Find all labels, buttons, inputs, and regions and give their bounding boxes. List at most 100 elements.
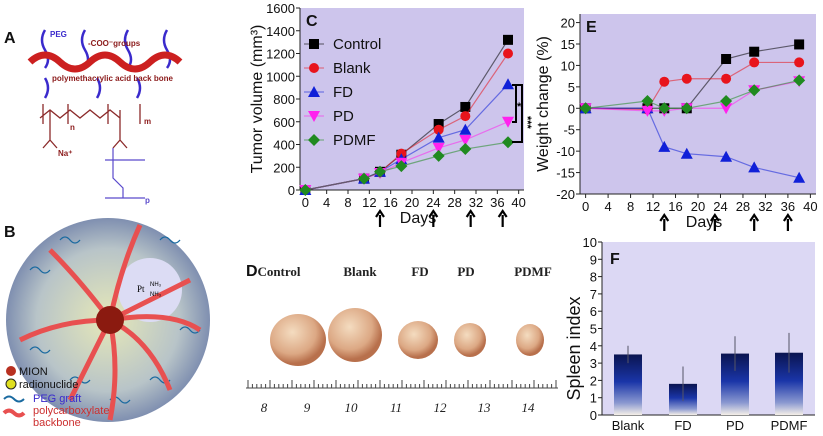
y-tick-label: 15: [561, 37, 575, 52]
data-point-4-1: [641, 95, 654, 107]
legend-label: FD: [333, 84, 353, 101]
data-point-1-4: [721, 73, 732, 84]
x-tick-label: 36: [490, 195, 504, 210]
treatment-arrow-icon: [497, 209, 508, 227]
x-tick-label: 32: [469, 195, 483, 210]
panel-label: F: [610, 251, 620, 268]
x-tick-label: 20: [405, 195, 419, 210]
y-tick-label: 0: [288, 183, 295, 198]
ruler-number: 12: [434, 400, 448, 415]
plot-area: [300, 8, 524, 190]
panel-label-d: D: [246, 263, 258, 280]
data-point-2-5: [748, 161, 761, 173]
coo-label: -COO⁻groups: [88, 39, 141, 48]
spleen-index-chart: 0 1 2 3 4 5 6 7 8 9 10 Spleen index F Blank FD PD PDMF: [564, 235, 815, 433]
legend-mion: MION: [19, 366, 48, 378]
x-tick-label: 40: [511, 195, 525, 210]
y-tick-label: 1: [590, 391, 597, 406]
x-tick-label: 32: [758, 199, 772, 214]
x-tick-label: 4: [604, 199, 611, 214]
y-tick-label: 800: [273, 92, 295, 107]
data-point-0-6: [794, 39, 805, 50]
data-point-4-2: [658, 102, 671, 115]
x-tick-label: PDMF: [771, 418, 808, 433]
data-point-4-5: [459, 143, 472, 156]
polycarboxylate-arms: [18, 223, 202, 421]
panel-a-polymer-structure: A PEG -COO⁻groups polymethacrylic acid b…: [4, 29, 183, 205]
data-point-3-1: [641, 105, 654, 117]
data-point-1-5: [749, 57, 760, 68]
y-tick-label: -20: [556, 187, 575, 202]
data-point-4-3: [680, 102, 693, 115]
data-point-3-6: [502, 116, 514, 128]
data-point-2-2: [658, 140, 671, 152]
y-tick-label: 1000: [266, 69, 295, 84]
x-tick-label: 20: [691, 199, 705, 214]
panel-label-a: A: [4, 30, 16, 47]
data-point-4-0: [299, 184, 312, 196]
chemical-structure: [39, 104, 141, 149]
treatment-arrow-icon: [375, 209, 385, 227]
radionuclide-icon: [5, 378, 17, 390]
data-point-4-3: [395, 160, 408, 173]
data-point-0-5: [460, 101, 471, 112]
data-point-4-4: [720, 95, 733, 107]
y-tick-label: 3: [590, 356, 597, 371]
y-tick-label: 5: [568, 80, 575, 95]
group-label: Blank: [343, 264, 377, 279]
bar-Blank: [614, 354, 642, 415]
n-subscript: n: [70, 123, 75, 132]
y-tick-label: 20: [561, 16, 575, 31]
panel-b-nanoparticle: B Pt NH₃ NH₃ MION radionuclide PEG graft…: [2, 218, 210, 429]
ruler-number: 14: [522, 400, 536, 415]
y-tick-label: -5: [563, 123, 575, 138]
significance-star: *: [517, 101, 522, 113]
data-point-1-6: [503, 48, 513, 59]
legend-marker: [308, 111, 320, 122]
x-tick-label: 16: [383, 195, 397, 210]
weight-change-chart: 0 4 8 12 16 20 24 28 32 36 40-20-15-10-505101520Da…: [535, 14, 818, 231]
ruler-number: 11: [390, 400, 402, 415]
treatment-arrow-icon: [749, 213, 760, 231]
legend-label: Blank: [333, 60, 371, 77]
data-point-0-4: [433, 119, 444, 130]
peg-chains-top: [40, 29, 172, 99]
peg-side-chain: [105, 148, 145, 199]
group-label: PDMF: [514, 264, 552, 279]
x-tick-label: 12: [646, 199, 660, 214]
backbone-label: polymethacrylic acid back bone: [52, 74, 173, 83]
x-tick-label: 28: [447, 195, 461, 210]
data-point-4-0: [579, 102, 592, 115]
tumor-volume-chart: 0 4 8 12 16 20 24 28 32 36 40020040060080010001200…: [249, 1, 533, 227]
data-point-1-5: [460, 111, 471, 122]
pt-label: Pt: [137, 284, 145, 294]
x-tick-label: 8: [344, 195, 351, 210]
mion-icon: [6, 366, 16, 376]
treatment-arrow-icon: [709, 213, 720, 231]
x-tick-label: 0: [582, 199, 589, 214]
legend-label: PD: [333, 108, 354, 125]
legend-backbone: backbone: [33, 417, 81, 429]
x-tick-label: 0: [302, 195, 309, 210]
legend-polycarboxylate: polycarboxylate: [33, 405, 109, 417]
y-tick-label: 6: [590, 304, 597, 319]
legend-label: Control: [333, 36, 381, 53]
y-tick-label: 8: [590, 270, 597, 285]
data-point-0-5: [749, 46, 760, 57]
panel-d-tumor-photo: D Control Blank FD PD PDMF 8 9 10 11 12 13 14: [244, 255, 560, 430]
backbone-icon: [2, 408, 26, 418]
y-tick-label: 1400: [266, 24, 295, 39]
data-point-2-4: [720, 150, 733, 162]
y-axis-label: Spleen index: [564, 296, 584, 400]
treatment-arrow-icon: [659, 213, 670, 231]
data-point-1-3: [681, 73, 692, 84]
tumor-photo: [328, 308, 382, 362]
peg-graft-icon: [3, 395, 25, 403]
x-tick-label: PD: [726, 418, 744, 433]
x-tick-label: Blank: [612, 418, 645, 433]
data-point-3-4: [432, 142, 445, 154]
data-point-4-6: [502, 136, 514, 149]
x-tick-label: 24: [713, 199, 727, 214]
ruler-number: 9: [304, 400, 311, 415]
